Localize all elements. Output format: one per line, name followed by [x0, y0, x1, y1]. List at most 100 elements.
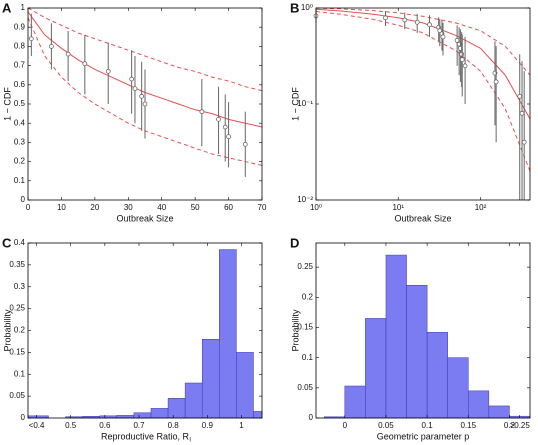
data-point: [454, 37, 460, 43]
y-tick-label: 10⁻²: [297, 195, 313, 204]
x-tick-label: 10²: [475, 203, 487, 212]
y-axis-label: 1 − CDF: [2, 87, 12, 121]
data-point: [414, 19, 420, 25]
x-tick-label: 10⁰: [310, 203, 322, 212]
y-tick-label: 0.7: [14, 61, 26, 70]
histogram-bar: [219, 249, 237, 419]
data-point: [521, 139, 527, 145]
panel-label: D: [290, 235, 299, 250]
x-tick-label: 0.5: [65, 421, 77, 430]
x-tick-label: 40: [157, 203, 166, 212]
histogram-bar: [406, 284, 428, 419]
axes-frame: [315, 242, 531, 419]
y-tick-label: 0.2: [302, 292, 314, 301]
data-point: [129, 76, 135, 82]
x-axis-label-subscript: l: [190, 438, 191, 444]
data-point: [459, 57, 465, 63]
axes-frame: [315, 7, 531, 201]
data-point: [28, 36, 34, 42]
y-tick-label: 0.1: [14, 176, 26, 185]
histogram-bar: [253, 411, 263, 419]
y-tick-label: 0.4: [14, 118, 26, 127]
y-tick-label: 0.15: [9, 347, 25, 356]
fit-line: [27, 7, 263, 92]
x-axis-label: Reproductive Ratio, R: [101, 431, 190, 441]
y-tick-label: 0.35: [9, 260, 25, 269]
x-tick-label: 30: [124, 203, 133, 212]
data-point: [139, 93, 145, 99]
panel-label: B: [290, 0, 299, 15]
fit-line: [315, 7, 531, 76]
panel-label: C: [2, 235, 12, 250]
x-tick-label: 70: [258, 203, 267, 212]
y-tick-label: 0: [21, 195, 26, 204]
x-tick-label: 0.8: [168, 421, 180, 430]
x-tick-label: >0.25: [510, 421, 531, 430]
y-tick-label: 0: [21, 413, 26, 422]
data-point: [142, 101, 148, 107]
y-tick-label: 0.3: [14, 282, 26, 291]
x-tick-label: 0: [26, 203, 31, 212]
data-point: [493, 79, 499, 85]
histogram-bar: [385, 254, 407, 419]
data-point: [440, 34, 446, 40]
histogram-bar: [468, 390, 490, 419]
x-tick-label: 0.9: [202, 421, 214, 430]
y-tick-label: 0.6: [14, 80, 26, 89]
data-point: [222, 124, 228, 130]
data-point: [462, 63, 468, 69]
data-point: [49, 44, 54, 49]
histogram-bar: [236, 352, 254, 419]
y-tick-label: 0.9: [14, 22, 26, 31]
x-tick-label: 0.6: [99, 421, 111, 430]
y-tick-label: 1: [21, 3, 26, 12]
histogram-bar: [150, 408, 169, 419]
data-point: [82, 61, 88, 67]
y-tick-label: 0.05: [9, 391, 25, 400]
data-point: [402, 17, 408, 23]
histogram-bar: [344, 385, 366, 419]
y-tick-label: 0.8: [14, 42, 26, 51]
y-tick-label: 0.15: [297, 323, 313, 332]
x-tick-label: 10: [57, 203, 66, 212]
y-tick-label: 0.1: [14, 369, 26, 378]
data-point: [132, 86, 138, 92]
histogram-bar: [488, 405, 510, 419]
data-point: [519, 110, 525, 116]
y-tick-label: 0.4: [14, 238, 26, 247]
y-tick-label: 0.5: [14, 99, 26, 108]
x-tick-label: 0.15: [460, 421, 476, 430]
data-point: [517, 93, 523, 99]
y-tick-label: 0.05: [297, 383, 313, 392]
data-point: [105, 68, 111, 74]
y-axis-label: Probability: [2, 309, 12, 352]
histogram-bar: [447, 357, 469, 419]
panel-label: A: [2, 0, 12, 15]
y-tick-label: 0.2: [14, 157, 26, 166]
y-tick-label: 0.25: [297, 262, 313, 271]
x-tick-label: 10¹: [392, 203, 404, 212]
data-point: [65, 51, 71, 57]
y-tick-label: 0.3: [14, 138, 26, 147]
y-tick-label: 0: [309, 413, 314, 422]
histogram-bar: [426, 332, 448, 419]
x-tick-label: 1: [239, 421, 244, 430]
x-tick-label: 60: [224, 203, 233, 212]
x-tick-label: 0.7: [133, 421, 145, 430]
histogram-bar: [133, 412, 152, 419]
data-point: [199, 109, 205, 115]
x-tick-label: <0.4: [29, 421, 45, 430]
fit-line: [315, 8, 531, 120]
x-axis-label: Outbreak Size: [394, 213, 451, 223]
histogram-bar: [184, 382, 203, 419]
x-tick-label: 0: [343, 421, 348, 430]
fit-line: [315, 11, 531, 172]
y-tick-label: 0.1: [302, 353, 314, 362]
data-point: [427, 22, 432, 28]
x-tick-label: 0.1: [422, 421, 434, 430]
y-axis-label: 1 − CDF: [290, 87, 300, 121]
histogram-bar: [201, 339, 220, 419]
x-axis-label: Geometric parameter p: [377, 431, 470, 441]
y-axis-label: Probability: [290, 309, 300, 352]
